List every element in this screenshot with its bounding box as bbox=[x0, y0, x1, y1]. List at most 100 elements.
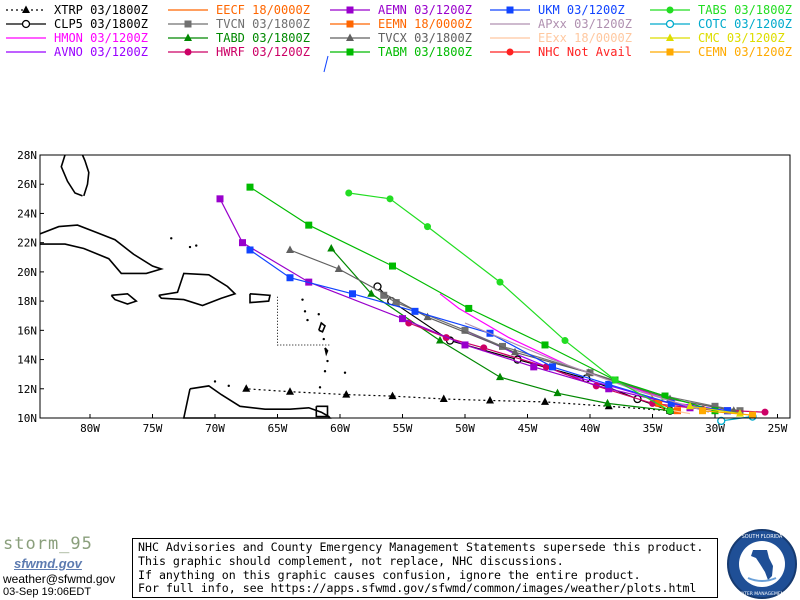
legend-entry: UKM 03/1200Z bbox=[490, 3, 625, 17]
track-point bbox=[496, 372, 504, 381]
track-line bbox=[439, 293, 728, 412]
landmass-outline bbox=[182, 385, 332, 419]
y-tick-label: 12N bbox=[17, 383, 37, 396]
legend-entry: EEMN 18/0000Z bbox=[330, 17, 472, 31]
track-series bbox=[464, 322, 709, 413]
landmass-outline bbox=[315, 405, 329, 418]
disclaimer-line: This graphic should complement, not repl… bbox=[138, 553, 564, 568]
y-tick-label: 28N bbox=[17, 149, 37, 162]
legend-marker bbox=[21, 19, 31, 29]
svg-text:SOUTH FLORIDA: SOUTH FLORIDA bbox=[742, 534, 783, 540]
track-point bbox=[674, 407, 681, 415]
legend-entry: EExx 18/0000Z bbox=[490, 31, 632, 45]
track-point bbox=[541, 341, 549, 349]
track-point bbox=[439, 394, 448, 403]
y-tick-label: 14N bbox=[17, 354, 37, 367]
track-point bbox=[499, 342, 506, 350]
track-point bbox=[367, 289, 376, 297]
track-point bbox=[216, 195, 224, 203]
legend-entry: CEMN 03/1200Z bbox=[650, 45, 792, 59]
track-point bbox=[386, 195, 394, 203]
track-point bbox=[605, 385, 613, 393]
track-point bbox=[327, 244, 336, 252]
legend-label: COTC 03/1200Z bbox=[698, 17, 792, 31]
track-point bbox=[461, 326, 469, 334]
island-dot bbox=[317, 313, 320, 316]
track-point bbox=[380, 291, 388, 299]
legend-label: HWRF 03/1200Z bbox=[216, 45, 310, 59]
island-dot bbox=[188, 245, 192, 249]
island-dot bbox=[303, 310, 307, 313]
sfwmd-seal-logo: SOUTH FLORIDA WATER MANAGEMENT bbox=[727, 529, 797, 599]
track-point bbox=[553, 388, 562, 397]
legend-label: XTRP 03/1800Z bbox=[54, 3, 148, 17]
track-point bbox=[465, 304, 473, 312]
legend-label: CMC 03/1200Z bbox=[698, 31, 785, 45]
legend-label: NHC Not Avail bbox=[538, 45, 632, 59]
legend-marker bbox=[665, 19, 675, 29]
legend-entry: TABD 03/1800Z bbox=[168, 31, 310, 45]
island-dot bbox=[195, 244, 198, 247]
track-point bbox=[424, 223, 431, 231]
track-point bbox=[530, 363, 538, 371]
track-point bbox=[761, 408, 769, 416]
landmass-outline bbox=[60, 154, 83, 197]
brand-link[interactable]: sfwmd.gov bbox=[14, 556, 82, 571]
island-dot bbox=[323, 370, 327, 373]
track-point bbox=[405, 319, 413, 327]
disclaimer-line[interactable]: For full info, see https://apps.sfwmd.go… bbox=[138, 581, 697, 596]
legend-marker bbox=[506, 48, 514, 56]
legend-label: EEMN 18/0000Z bbox=[378, 17, 472, 31]
x-tick-label: 60W bbox=[330, 422, 350, 435]
disclaimer-line: If anything on this graphic causes confu… bbox=[138, 567, 641, 582]
legend-label: CEMN 03/1200Z bbox=[698, 45, 792, 59]
legend-entry: COTC 03/1200Z bbox=[650, 17, 792, 31]
legend-label: TABM 03/1800Z bbox=[378, 45, 472, 59]
x-tick-label: 35W bbox=[643, 422, 663, 435]
x-tick-label: 40W bbox=[580, 422, 600, 435]
legend-label: CLP5 03/1800Z bbox=[54, 17, 148, 31]
track-point bbox=[655, 399, 663, 407]
track-point bbox=[666, 407, 674, 415]
track-point bbox=[345, 189, 353, 197]
track-point bbox=[717, 416, 726, 426]
track-point bbox=[480, 344, 488, 352]
x-tick-label: 70W bbox=[205, 422, 225, 435]
legend-artifact-line bbox=[323, 55, 329, 73]
legend-entry: AEMN 03/1200Z bbox=[330, 3, 472, 17]
y-tick-label: 26N bbox=[17, 178, 37, 191]
issue-timestamp: 03-Sep 19:06EDT bbox=[3, 586, 92, 598]
legend-entry: NHC Not Avail bbox=[490, 45, 632, 59]
disclaimer-line: NHC Advisories and County Emergency Mana… bbox=[138, 540, 704, 554]
track-point bbox=[724, 407, 731, 415]
track-point bbox=[496, 278, 504, 286]
legend-entry: CMC 03/1200Z bbox=[650, 31, 785, 45]
track-point bbox=[392, 299, 400, 307]
track-point bbox=[511, 347, 519, 356]
track-point bbox=[661, 392, 669, 400]
land-outlines bbox=[39, 154, 347, 419]
track-point bbox=[286, 387, 294, 395]
landmass-outline bbox=[81, 154, 90, 197]
island-dot bbox=[170, 237, 173, 240]
landmass-outline bbox=[39, 224, 164, 275]
y-tick-label: 24N bbox=[17, 207, 37, 220]
legend-entry: TABS 03/1800Z bbox=[650, 3, 792, 17]
track-point bbox=[749, 411, 756, 419]
track-point bbox=[461, 341, 469, 349]
legend-label: TVCN 03/1800Z bbox=[216, 17, 310, 31]
track-point bbox=[239, 239, 246, 247]
track-line bbox=[219, 198, 728, 412]
legend-label: HMON 03/1200Z bbox=[54, 31, 148, 45]
track-point bbox=[411, 307, 419, 315]
legend-label: AEMN 03/1200Z bbox=[378, 3, 472, 17]
legend-entry: HMON 03/1200Z bbox=[6, 31, 148, 45]
landmass-outline bbox=[158, 272, 237, 307]
contact-email[interactable]: weather@sfwmd.gov bbox=[3, 572, 116, 586]
track-point bbox=[305, 221, 313, 229]
legend-marker bbox=[666, 6, 674, 14]
disclaimer-box: NHC Advisories and County Emergency Mana… bbox=[132, 538, 718, 598]
track-point bbox=[561, 337, 569, 345]
track-point bbox=[686, 401, 694, 410]
landmass-outline bbox=[324, 347, 329, 357]
